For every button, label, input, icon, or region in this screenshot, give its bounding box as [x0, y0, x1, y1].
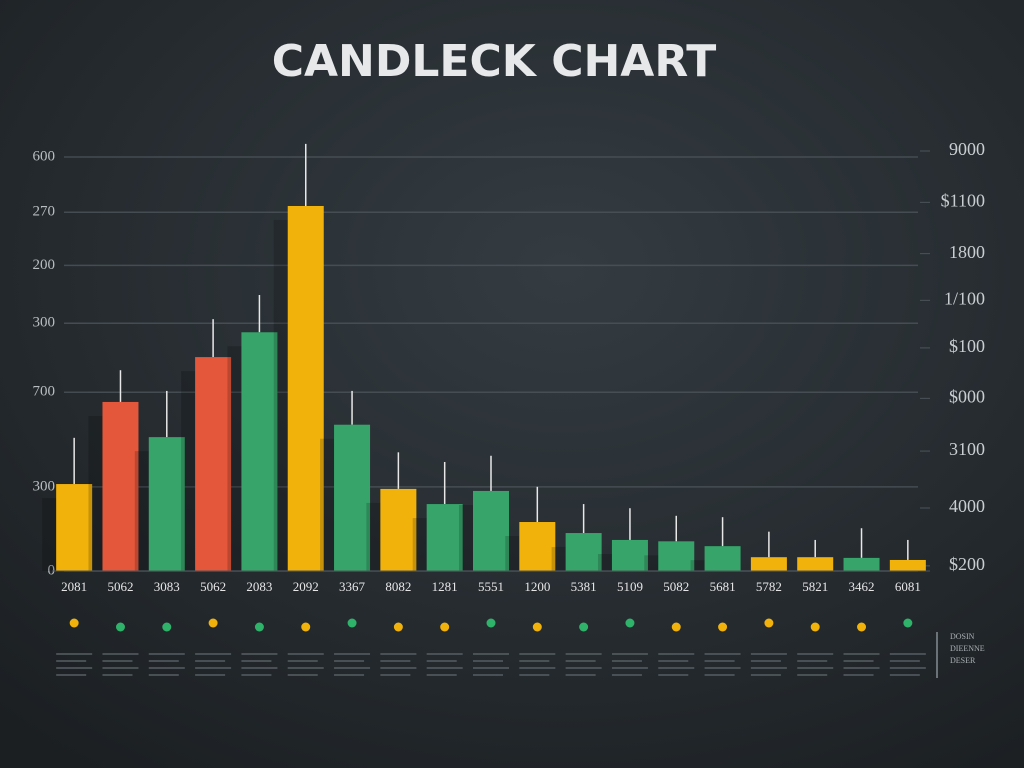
marker-dot — [440, 622, 450, 632]
bar — [843, 557, 880, 571]
bar — [889, 559, 926, 571]
bar — [241, 332, 278, 571]
y-tick-label: 600 — [33, 148, 56, 164]
x-tick-label: 8082 — [385, 579, 411, 594]
y2-tick-label: 4000 — [949, 496, 985, 516]
x-tick-label: 5551 — [478, 579, 504, 594]
bar — [704, 546, 741, 571]
x-tick-label: 2081 — [61, 579, 87, 594]
bar — [473, 490, 509, 571]
y2-tick-label: $1100 — [941, 190, 985, 210]
marker-dot — [69, 618, 79, 628]
bar — [334, 424, 371, 571]
x-tick-label: 1281 — [432, 579, 458, 594]
x-tick-label: 5681 — [710, 579, 736, 594]
y2-tick-label: 1800 — [949, 242, 985, 262]
x-tick-label: 2092 — [293, 579, 319, 594]
legend-text: DESER — [950, 656, 976, 665]
y2-tick-label: $200 — [949, 554, 985, 574]
bar — [148, 437, 185, 571]
x-tick-label: 1200 — [524, 579, 550, 594]
marker-dot — [671, 622, 681, 632]
bar — [195, 357, 232, 571]
x-tick-label: 5381 — [571, 579, 597, 594]
y2-tick-label: 9000 — [949, 139, 985, 159]
y-tick-label: 200 — [33, 257, 56, 273]
x-tick-label: 5062 — [200, 579, 226, 594]
bar — [565, 533, 602, 571]
x-tick-label: 5082 — [663, 579, 689, 594]
marker-dot — [625, 618, 635, 628]
marker-dot — [347, 618, 357, 628]
marker-dot — [857, 622, 867, 632]
bar — [56, 484, 93, 571]
marker-dot — [162, 622, 172, 632]
x-tick-label: 5062 — [107, 579, 133, 594]
x-tick-label: 5109 — [617, 579, 643, 594]
x-tick-label: 3083 — [154, 579, 180, 594]
bar — [380, 488, 417, 571]
bar — [102, 401, 139, 571]
y2-tick-label: 1/100 — [944, 288, 985, 308]
bar — [519, 522, 556, 571]
bar — [611, 539, 648, 571]
y-tick-label: 300 — [33, 478, 56, 494]
y2-tick-label: $100 — [949, 336, 985, 356]
marker-dot — [718, 622, 728, 632]
marker-dot — [208, 618, 218, 628]
chart-title: CANDLECK CHART — [272, 36, 717, 87]
marker-dot — [532, 622, 542, 632]
x-tick-label: 3462 — [849, 579, 875, 594]
x-tick-label: 3367 — [339, 579, 366, 594]
legend-text: DOSIN — [950, 632, 975, 641]
bar — [287, 205, 324, 572]
y2-tick-label: 3100 — [949, 439, 985, 459]
y-tick-label: 300 — [33, 315, 56, 331]
marker-dot — [393, 622, 403, 632]
marker-dot — [764, 618, 774, 628]
marker-dot — [254, 622, 264, 632]
y-tick-label: 700 — [33, 384, 56, 400]
marker-dot — [579, 622, 589, 632]
x-tick-label: 5821 — [802, 579, 828, 594]
legend-text: DIEENNE — [950, 644, 985, 653]
y2-tick-label: $000 — [949, 386, 985, 406]
bar — [797, 557, 834, 571]
marker-dot — [903, 618, 913, 628]
bar — [426, 504, 463, 571]
y-tick-label: 270 — [33, 204, 56, 220]
marker-dot — [301, 622, 311, 632]
x-tick-label: 2083 — [246, 579, 272, 594]
bar — [658, 541, 695, 571]
marker-dot — [115, 622, 125, 632]
x-tick-label: 6081 — [895, 579, 921, 594]
y-tick-label: 0 — [48, 562, 56, 578]
marker-dot — [486, 618, 496, 628]
marker-dot — [810, 622, 820, 632]
bar — [750, 557, 787, 571]
x-tick-label: 5782 — [756, 579, 782, 594]
